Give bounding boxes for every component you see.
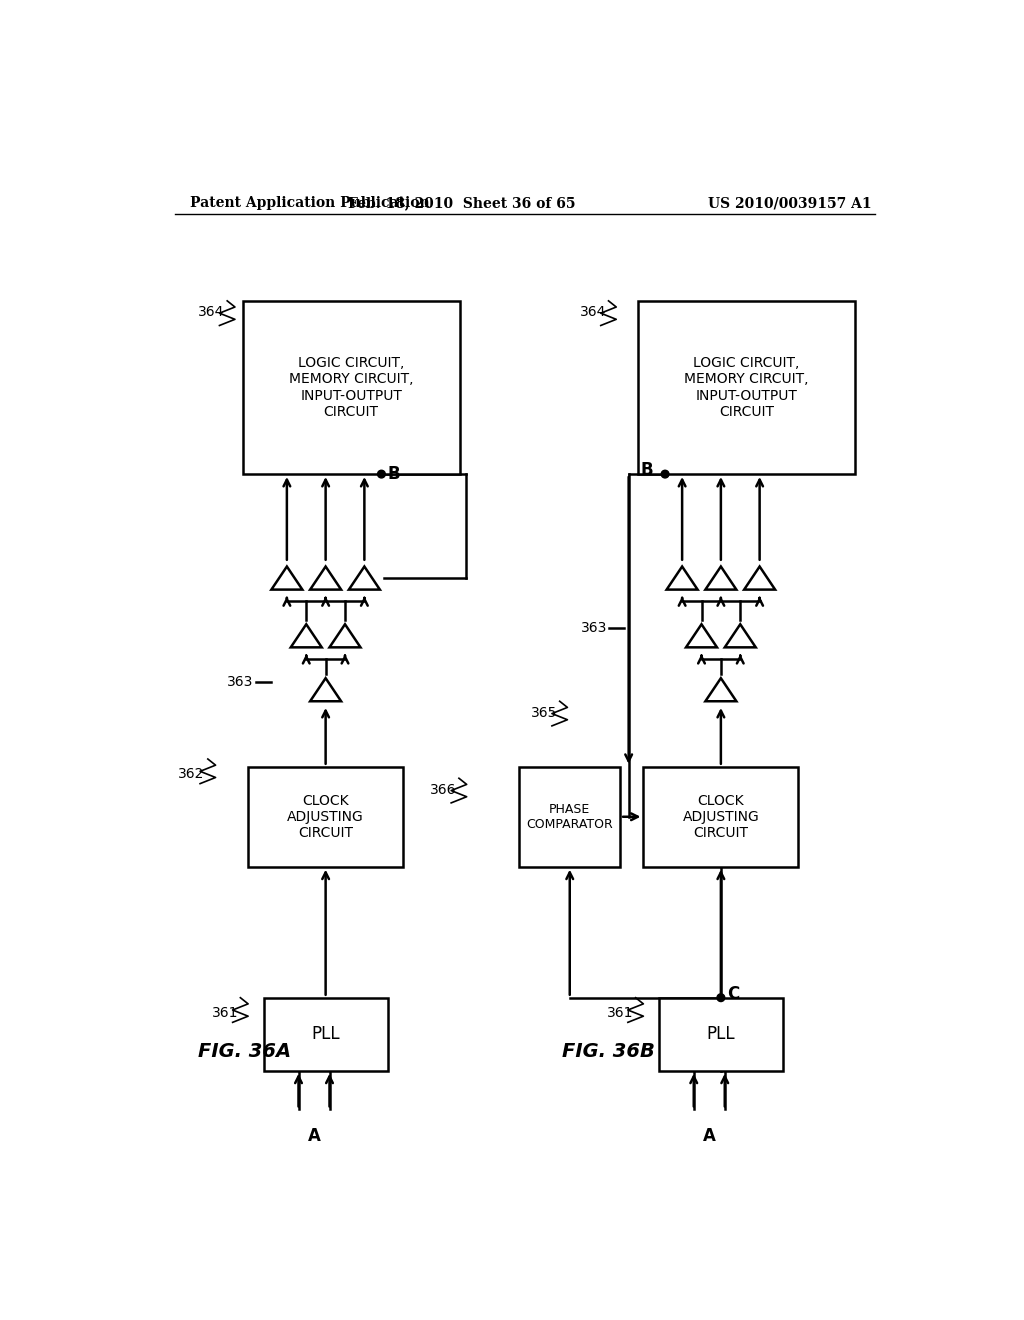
Polygon shape: [706, 566, 736, 590]
Polygon shape: [349, 566, 380, 590]
Bar: [643, 767, 799, 867]
Bar: [263, 998, 388, 1071]
Text: 365: 365: [531, 706, 557, 719]
Polygon shape: [271, 566, 302, 590]
Text: CLOCK
ADJUSTING
CIRCUIT: CLOCK ADJUSTING CIRCUIT: [288, 793, 364, 840]
Text: LOGIC CIRCUIT,
MEMORY CIRCUIT,
INPUT-OUTPUT
CIRCUIT: LOGIC CIRCUIT, MEMORY CIRCUIT, INPUT-OUT…: [289, 356, 414, 418]
Text: PHASE
COMPARATOR: PHASE COMPARATOR: [526, 803, 613, 830]
Bar: [248, 767, 403, 867]
Text: B: B: [641, 461, 653, 479]
Bar: [638, 301, 855, 474]
Text: PLL: PLL: [311, 1026, 340, 1043]
Circle shape: [662, 470, 669, 478]
Text: 361: 361: [212, 1006, 239, 1020]
Polygon shape: [291, 624, 322, 647]
Text: 364: 364: [198, 305, 224, 319]
Text: FIG. 36A: FIG. 36A: [198, 1041, 291, 1061]
Text: 366: 366: [430, 783, 457, 797]
Text: 363: 363: [582, 622, 608, 635]
Bar: [658, 998, 783, 1071]
Polygon shape: [725, 624, 756, 647]
Text: Patent Application Publication: Patent Application Publication: [190, 197, 430, 210]
Text: Feb. 18, 2010  Sheet 36 of 65: Feb. 18, 2010 Sheet 36 of 65: [347, 197, 575, 210]
Text: US 2010/0039157 A1: US 2010/0039157 A1: [709, 197, 872, 210]
Polygon shape: [686, 624, 717, 647]
Text: 363: 363: [227, 675, 254, 689]
Bar: [519, 767, 621, 867]
Text: B: B: [388, 465, 400, 483]
Text: A: A: [702, 1127, 716, 1146]
Circle shape: [378, 470, 385, 478]
Text: FIG. 36B: FIG. 36B: [562, 1041, 655, 1061]
Circle shape: [717, 994, 725, 1002]
Polygon shape: [310, 678, 341, 701]
Polygon shape: [330, 624, 360, 647]
Text: LOGIC CIRCUIT,
MEMORY CIRCUIT,
INPUT-OUTPUT
CIRCUIT: LOGIC CIRCUIT, MEMORY CIRCUIT, INPUT-OUT…: [684, 356, 809, 418]
Text: 361: 361: [607, 1006, 634, 1020]
Text: 364: 364: [580, 305, 606, 319]
Polygon shape: [667, 566, 697, 590]
Text: PLL: PLL: [707, 1026, 735, 1043]
Polygon shape: [744, 566, 775, 590]
Text: A: A: [307, 1127, 321, 1146]
Bar: [243, 301, 460, 474]
Polygon shape: [706, 678, 736, 701]
Text: 362: 362: [178, 767, 205, 781]
Polygon shape: [310, 566, 341, 590]
Text: CLOCK
ADJUSTING
CIRCUIT: CLOCK ADJUSTING CIRCUIT: [683, 793, 759, 840]
Text: C: C: [727, 985, 739, 1003]
